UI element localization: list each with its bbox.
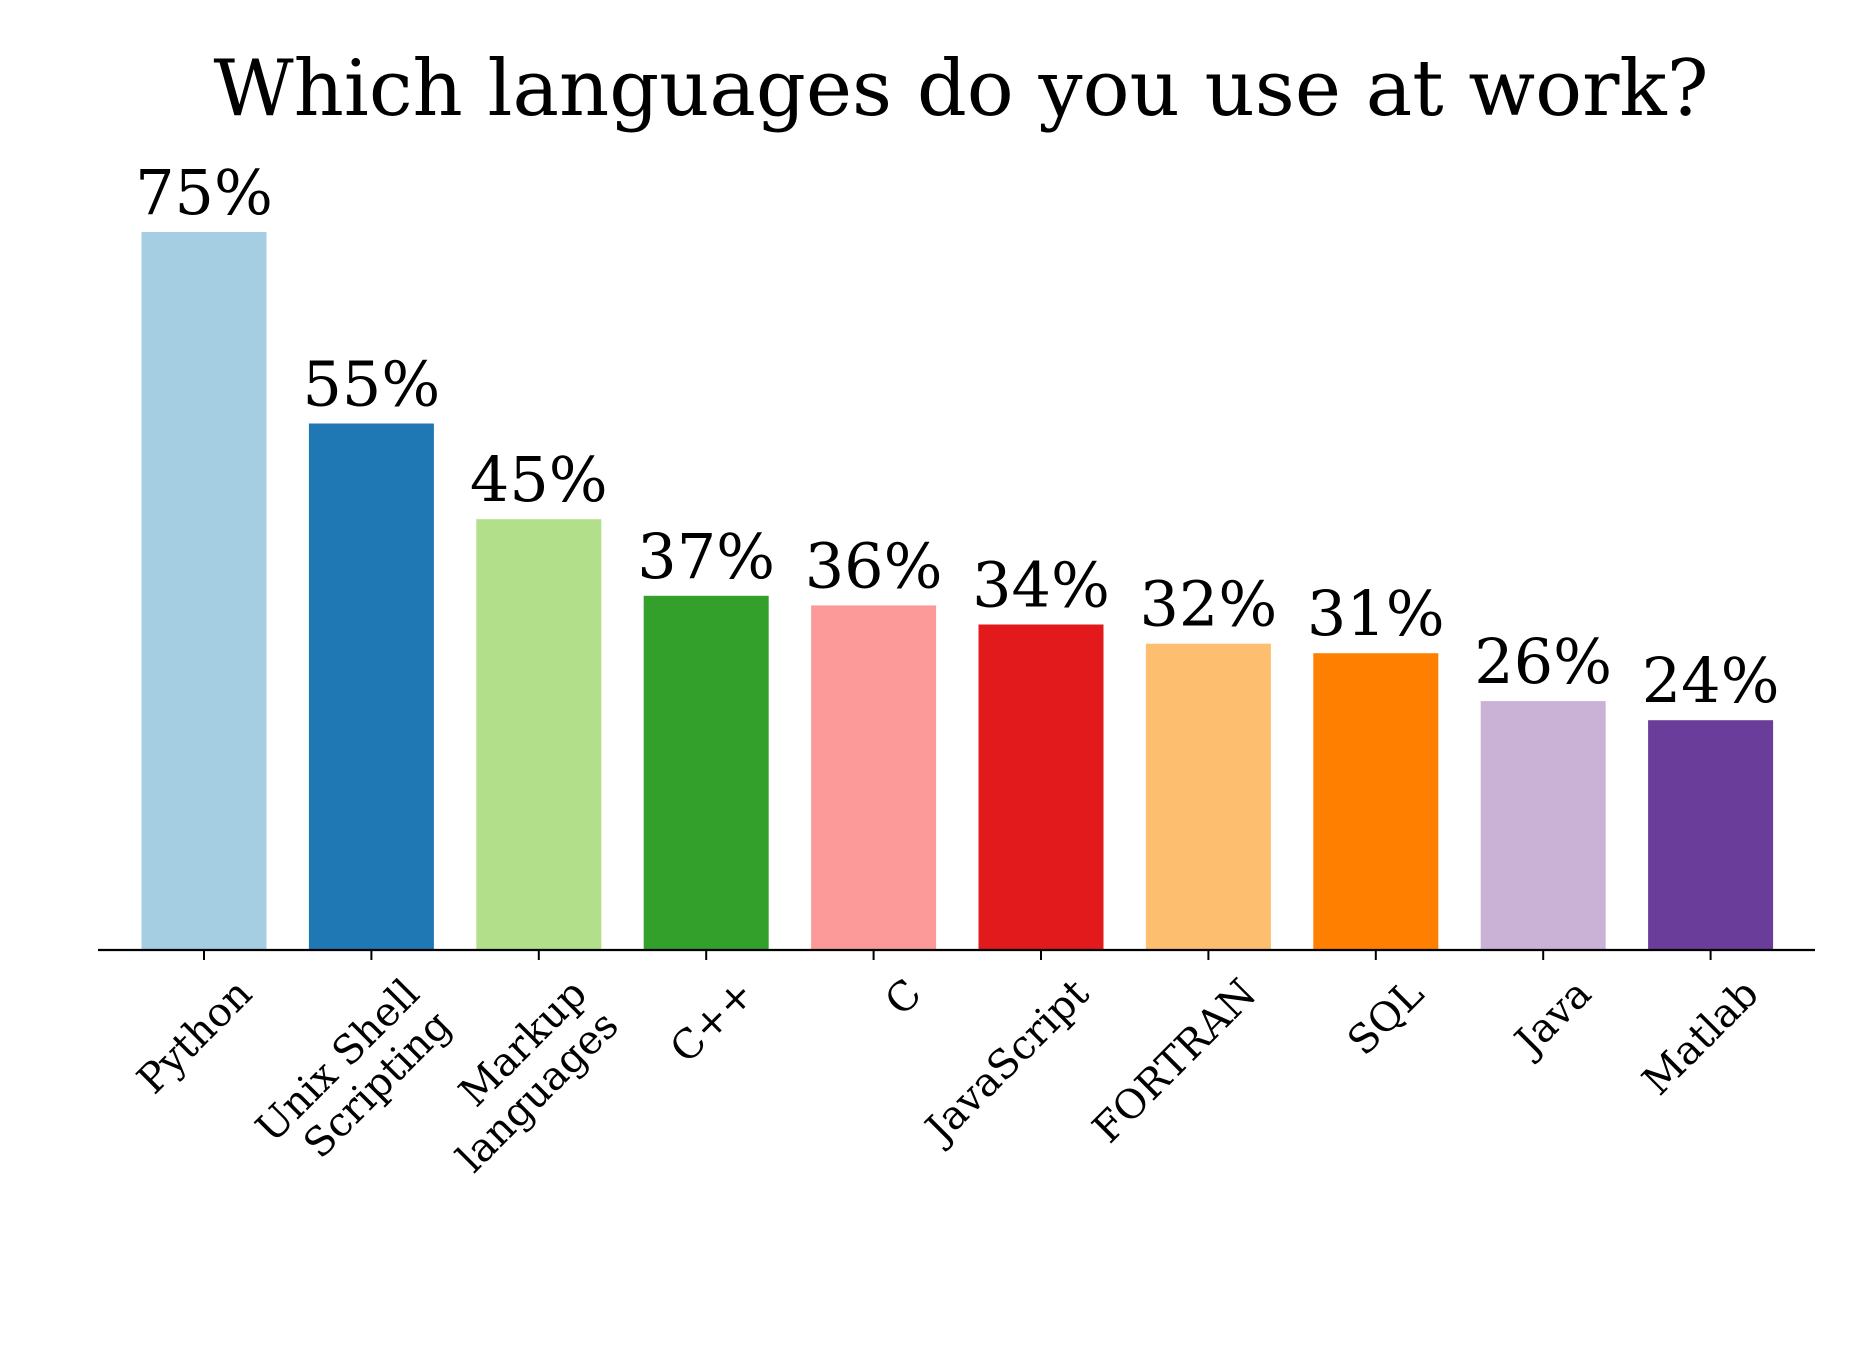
bar [811,605,937,950]
x-tick-label: JavaScript [914,971,1098,1155]
x-tick-label-line: SQL [1339,971,1433,1065]
bar-value-label: 32% [1139,568,1277,641]
bar-value-label: 24% [1642,644,1780,717]
x-tick-label-line: Java [1504,971,1600,1067]
bar [978,624,1104,950]
bar [1648,720,1774,950]
bar-value-label: 37% [637,520,775,593]
chart-title: Which languages do you use at work? [213,44,1708,134]
bar [476,519,602,950]
bar-value-label: 55% [302,348,440,421]
x-tick-label: Java [1504,971,1600,1067]
x-tick-label: C++ [662,971,764,1073]
x-tick-label: Matlab [1634,971,1768,1105]
x-tick-label: C [877,971,931,1025]
x-tick-label: FORTRAN [1084,971,1265,1152]
x-tick-label-line: C [877,971,931,1025]
x-tick-label-line: Matlab [1634,971,1768,1105]
bar [1145,643,1271,950]
x-tick-label-line: C++ [662,971,764,1073]
x-tick-label: Markuplanguages [417,971,628,1182]
x-tick-label-line: FORTRAN [1084,971,1265,1152]
bar-value-label: 26% [1474,625,1612,698]
x-tick-label-line: JavaScript [914,971,1098,1155]
bar-value-label: 75% [135,156,273,229]
bar [1313,653,1439,950]
bar-value-label: 36% [805,529,943,602]
x-tick-label: SQL [1339,971,1433,1065]
x-tick-label: Python [129,971,261,1103]
bar [643,595,769,950]
bar-value-label: 34% [972,549,1110,622]
bar [308,423,434,950]
bars-group [141,232,1774,950]
x-axis [98,948,1815,960]
bar [1480,701,1606,950]
bar-value-label: 45% [470,443,608,516]
bar-value-label: 31% [1307,577,1445,650]
bar [141,232,267,950]
x-tick-label: Unix ShellScripting [247,971,460,1184]
value-labels-group: 75% 55% 45% 37% 36% 34% 32% 31% 26% 24% [135,156,1779,717]
x-tick-label-line: Python [129,971,261,1103]
